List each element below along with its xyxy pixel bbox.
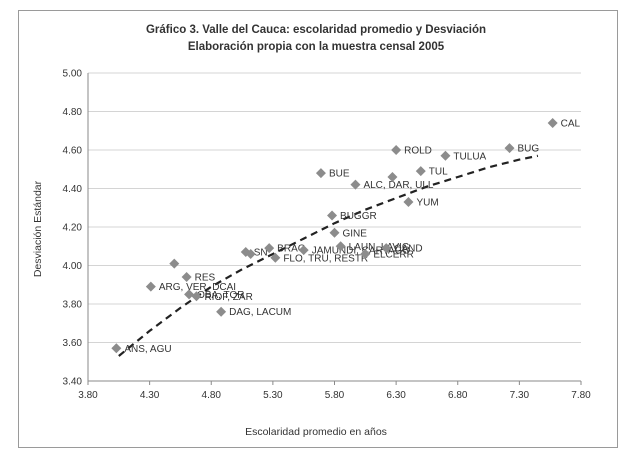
point-label-22: TUL [429,167,448,178]
data-point-8 [245,248,256,259]
point-label-0: ANS, AGU [124,344,171,355]
data-point-25 [547,118,558,129]
data-point-6 [216,306,227,317]
data-point-19 [387,171,398,182]
point-label-18: CAND [394,244,422,255]
point-label-21: YUM [416,197,438,208]
data-point-2 [169,258,180,269]
data-point-24 [504,143,515,154]
x-tick-label: 3.80 [78,390,98,401]
y-tick-label: 4.20 [63,223,83,234]
point-label-20: ROLD [404,146,432,157]
point-label-23: TULUA [453,151,486,162]
point-label-1: ARG, VER, DCAI [159,282,236,293]
point-label-15: LAUN, LAVIC [349,242,409,253]
data-point-9 [264,243,275,254]
trendline [118,154,539,357]
data-point-16 [350,179,361,190]
point-label-10: FLO, TRU, RESTR [283,253,368,264]
x-tick-label: 7.80 [571,390,591,401]
x-tick-label: 6.30 [386,390,406,401]
data-point-17 [360,248,371,259]
data-point-22 [415,166,426,177]
data-point-3 [181,272,192,283]
point-label-6: DAG, LACUM [229,307,291,318]
y-tick-label: 4.80 [63,107,83,118]
y-tick-label: 3.80 [63,300,83,311]
chart-subtitle: Elaboración propia con la muestra censal… [187,41,445,53]
x-tick-label: 5.80 [325,390,345,401]
chart-frame [18,10,618,448]
point-label-13: BUGGR [340,211,377,222]
point-label-11: JAMUNDI, CARTAGO [312,246,411,257]
data-point-0 [111,343,122,354]
point-label-4: OBA, TOR [197,290,244,301]
y-tick-label: 5.00 [63,69,83,80]
x-tick-label: 4.30 [140,390,160,401]
data-point-1 [145,281,156,292]
data-point-4 [184,289,195,300]
x-axis-label: Escolaridad promedio en años [245,426,387,438]
y-tick-label: 3.60 [63,338,83,349]
point-label-12: BUE [329,169,350,180]
data-point-23 [440,150,451,161]
data-point-10 [270,252,281,263]
point-label-14: GINE [343,228,368,239]
data-point-18 [381,243,392,254]
data-point-21 [403,196,414,207]
data-point-12 [315,168,326,179]
data-point-13 [327,210,338,221]
y-tick-label: 4.40 [63,184,83,195]
x-tick-label: 7.30 [510,390,530,401]
data-point-5 [191,291,202,302]
point-label-5: RIOF, ZAR [204,292,252,303]
point-label-7: SN [254,248,268,259]
data-point-14 [329,227,340,238]
x-tick-label: 5.30 [263,390,283,401]
x-tick-label: 4.80 [202,390,222,401]
data-point-20 [391,145,402,155]
data-point-11 [298,245,309,256]
y-tick-label: 3.40 [63,377,83,388]
point-label-3: RES [195,273,216,284]
chart-title: Gráfico 3. Valle del Cauca: escolaridad … [145,24,487,36]
point-label-24: BUG [518,144,540,155]
point-label-17: ELCERR [373,249,414,260]
point-label-16: ALC, DAR, ULL [363,180,433,191]
point-label-9: BRAG [277,244,306,255]
y-tick-label: 4.00 [63,261,83,272]
data-point-15 [335,241,346,252]
y-tick-label: 4.60 [63,146,83,157]
x-tick-label: 6.80 [448,390,468,401]
point-label-25: CAL [561,119,581,130]
